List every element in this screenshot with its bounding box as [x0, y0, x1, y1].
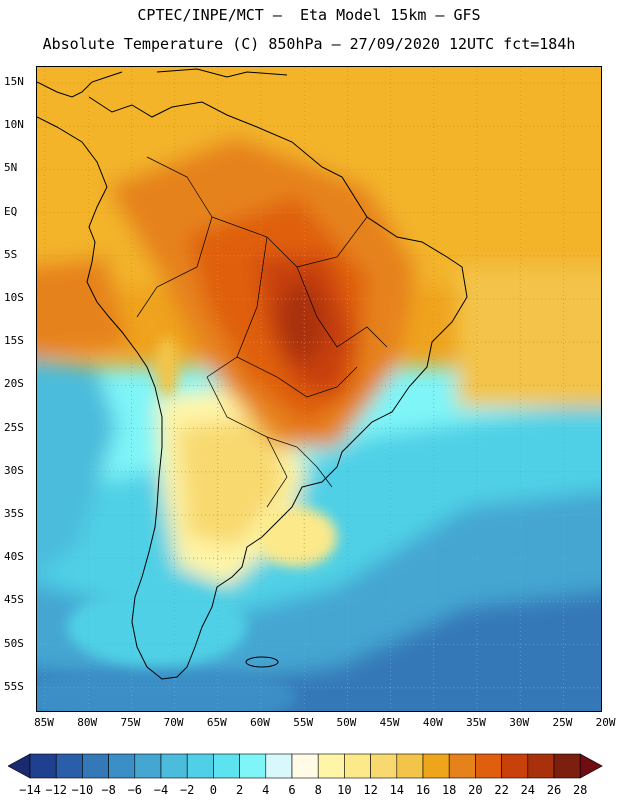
longitude-tick-label: 80W: [77, 716, 98, 729]
colorbar-tick-label: 12: [363, 783, 378, 797]
longitude-tick-label: 20W: [595, 716, 616, 729]
longitude-tick-label: 75W: [120, 716, 141, 729]
field-andes-cool: [155, 337, 179, 397]
field-argentina-warm: [177, 417, 287, 547]
longitude-tick-label: 45W: [379, 716, 400, 729]
latitude-tick-label: 40S: [4, 550, 24, 564]
colorbar-tick-label: 20: [468, 783, 483, 797]
longitude-tick-label: 70W: [163, 716, 184, 729]
colorbar-tick-label: 22: [494, 783, 509, 797]
colorbar-swatch: [396, 753, 424, 779]
map-title: CPTEC/INPE/MCT – Eta Model 15km – GFS: [137, 6, 481, 24]
colorbar-tick-label: 24: [520, 783, 536, 797]
longitude-tick-label: 35W: [466, 716, 486, 729]
latitude-tick-label: 25S: [4, 420, 24, 434]
field-hotspot: [278, 282, 326, 362]
colorbar-tick-label: 10: [337, 783, 352, 797]
field-atlantic: [457, 267, 601, 407]
colorbar-over-arrow: [579, 753, 603, 779]
colorbar-swatch: [344, 753, 371, 779]
colorbar-swatch: [422, 753, 450, 779]
colorbar-swatch: [186, 753, 214, 779]
colorbar-tick-label: −10: [71, 783, 94, 797]
colorbar-swatch: [553, 753, 581, 779]
falkland-islands: [245, 656, 279, 668]
latitude-tick-label: 5S: [4, 247, 18, 261]
field-pacific-warm: [37, 257, 127, 356]
field-band-colder: [37, 591, 601, 711]
colorbar-tick-label: −14: [19, 783, 41, 797]
colorbar-tick-label: −12: [45, 783, 68, 797]
longitude-tick-label: 85W: [34, 716, 54, 729]
colorbar-tick-label: 14: [389, 783, 405, 797]
field-patagonia-cool: [67, 587, 247, 667]
field-southern-cold: [37, 667, 297, 711]
longitude-tick-label: 40W: [422, 716, 443, 729]
colorbar-swatch: [501, 753, 529, 779]
longitude-tick-label: 65W: [206, 716, 227, 729]
latitude-tick-label: 10N: [4, 118, 24, 132]
colorbar-swatch: [265, 753, 293, 779]
colorbar-tick-label: −8: [101, 783, 116, 797]
field-south-pacific: [37, 359, 117, 574]
colorbar-tick-label: −4: [153, 783, 169, 797]
central-america-coastline: [37, 71, 123, 98]
latitude-tick-label: 15S: [4, 334, 24, 348]
temperature-field-detail: [37, 337, 337, 711]
colorbar-swatch: [29, 753, 57, 779]
longitude-tick-label: 30W: [509, 716, 530, 729]
colorbar-swatch: [370, 753, 398, 779]
latitude-tick-label: EQ: [4, 204, 18, 218]
latitude-tick-label: 55S: [4, 679, 24, 693]
temperature-map: [36, 66, 602, 712]
colorbar-under-arrow: [8, 753, 31, 779]
colorbar-swatch: [108, 753, 136, 779]
colorbar-tick-label: 26: [546, 783, 562, 797]
colorbar-tick-label: 6: [288, 783, 296, 797]
map-subtitle: Absolute Temperature (C) 850hPa – 27/09/…: [42, 35, 576, 53]
colorbar-tick-label: 2: [235, 783, 244, 797]
coastlines: [37, 68, 468, 680]
colorbar-swatch: [527, 753, 555, 779]
colorbar-tick-label: 8: [314, 783, 322, 797]
latitude-tick-label: 50S: [4, 636, 24, 650]
latitude-tick-label: 45S: [4, 593, 24, 607]
colorbar-swatch: [475, 753, 502, 779]
longitude-tick-label: 50W: [336, 716, 357, 729]
colorbar-tick-label: 16: [415, 783, 431, 797]
latitude-tick-label: 15N: [4, 75, 24, 88]
longitude-tick-label: 60W: [250, 716, 270, 729]
colorbar-tick-label: −6: [127, 783, 143, 797]
latitude-tick-label: 35S: [4, 507, 24, 520]
colorbar-tick-label: −2: [179, 783, 195, 797]
latitude-tick-label: 10S: [4, 291, 24, 304]
colorbar-swatch: [448, 753, 476, 779]
colorbar-tick-label: 28: [572, 783, 588, 797]
colorbar-swatch: [213, 753, 240, 779]
colorbar-swatch: [291, 753, 319, 779]
colorbar-swatch: [160, 753, 188, 779]
colorbar-swatch: [317, 753, 345, 779]
colorbar-tick-label: 4: [262, 783, 270, 797]
colorbar-swatch: [55, 753, 83, 779]
colorbar: [8, 753, 603, 779]
longitude-tick-label: 55W: [293, 716, 314, 729]
latitude-tick-label: 30S: [4, 463, 24, 477]
colorbar-swatch: [82, 753, 109, 779]
colorbar-swatch: [239, 753, 267, 779]
latitude-tick-label: 5N: [4, 161, 18, 175]
colorbar-tick-label: 0: [209, 783, 217, 797]
country-borders: [136, 156, 388, 508]
colorbar-tick-label: 18: [441, 783, 457, 797]
colorbar-swatch: [134, 753, 162, 779]
latitude-tick-label: 20S: [4, 377, 24, 391]
caribbean-island-coastline: [156, 68, 288, 78]
longitude-tick-label: 25W: [552, 716, 573, 729]
map-canvas: [37, 67, 601, 711]
south-america-coastline: [37, 96, 468, 680]
